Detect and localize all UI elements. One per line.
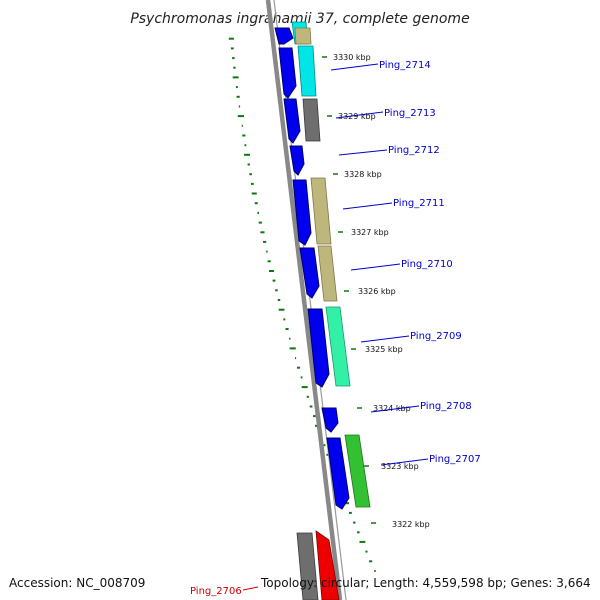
cog-track xyxy=(291,21,371,600)
cog-bar[interactable] xyxy=(296,532,319,600)
cds-arrow-ping-2708[interactable] xyxy=(321,407,339,433)
scale-ticks xyxy=(322,56,376,524)
scale-label-3328: 3328 kbp xyxy=(344,170,382,179)
cds-arrow-ping-2712[interactable] xyxy=(289,145,305,176)
scale-label-3329: 3329 kbp xyxy=(338,112,376,121)
gene-label-ping-2707[interactable]: Ping_2707 xyxy=(429,454,481,465)
scale-label-3327: 3327 kbp xyxy=(351,228,389,237)
cog-bar-ping-2709[interactable] xyxy=(325,306,351,387)
cog-bar-ping-2706[interactable] xyxy=(315,530,340,600)
cds-track xyxy=(274,27,350,510)
gene-label-ping-2712[interactable]: Ping_2712 xyxy=(388,145,440,156)
scale-label-3323: 3323 kbp xyxy=(381,462,419,471)
gene-label-ping-2710[interactable]: Ping_2710 xyxy=(401,259,453,270)
map-title: Psychromonas ingrahamii 37, complete gen… xyxy=(130,11,469,27)
gene-label-leaders xyxy=(242,63,429,591)
gene-label-ping-2708[interactable]: Ping_2708 xyxy=(420,401,472,412)
gene-label-ping-2709[interactable]: Ping_2709 xyxy=(410,331,462,342)
gene-label-ping-2713[interactable]: Ping_2713 xyxy=(384,108,436,119)
cog-bar-ping-2710[interactable] xyxy=(317,245,338,302)
cds-arrow-ping-2710[interactable] xyxy=(299,247,320,299)
cds-arrow-ping-2713[interactable] xyxy=(283,98,301,144)
accession-text: Accession: NC_008709 xyxy=(9,576,145,590)
topology-text: Topology: circular; Length: 4,559,598 bp… xyxy=(260,576,591,590)
genome-backbone xyxy=(265,0,343,600)
cog-bar-ping-2707[interactable] xyxy=(344,434,371,508)
cog-bar-ping-2711[interactable] xyxy=(310,177,332,245)
gene-labels: Ping_2714 Ping_2713 Ping_2712 Ping_2711 … xyxy=(190,60,481,597)
cds-arrow-ping-2711[interactable] xyxy=(292,179,312,246)
scale-label-3324: 3324 kbp xyxy=(373,404,411,413)
cds-arrow-ping-2709[interactable] xyxy=(307,308,330,388)
gene-label-ping-2706[interactable]: Ping_2706 xyxy=(190,586,242,597)
cds-arrow[interactable] xyxy=(274,27,294,45)
scale-label-3325: 3325 kbp xyxy=(365,345,403,354)
scale-label-3322: 3322 kbp xyxy=(392,520,430,529)
cds-arrow-ping-2714[interactable] xyxy=(278,47,297,99)
scale-label-3326: 3326 kbp xyxy=(358,287,396,296)
cog-bar-ping-2713[interactable] xyxy=(302,98,321,142)
cds-arrow-ping-2707[interactable] xyxy=(326,437,350,510)
scale-label-3330: 3330 kbp xyxy=(333,53,371,62)
cog-bar-ping-2714[interactable] xyxy=(297,45,317,97)
cog-bar[interactable] xyxy=(294,27,312,45)
gene-label-ping-2711[interactable]: Ping_2711 xyxy=(393,198,445,209)
gene-label-ping-2714[interactable]: Ping_2714 xyxy=(379,60,431,71)
scale-labels: 3330 kbp 3329 kbp 3328 kbp 3327 kbp 3326… xyxy=(333,53,430,529)
